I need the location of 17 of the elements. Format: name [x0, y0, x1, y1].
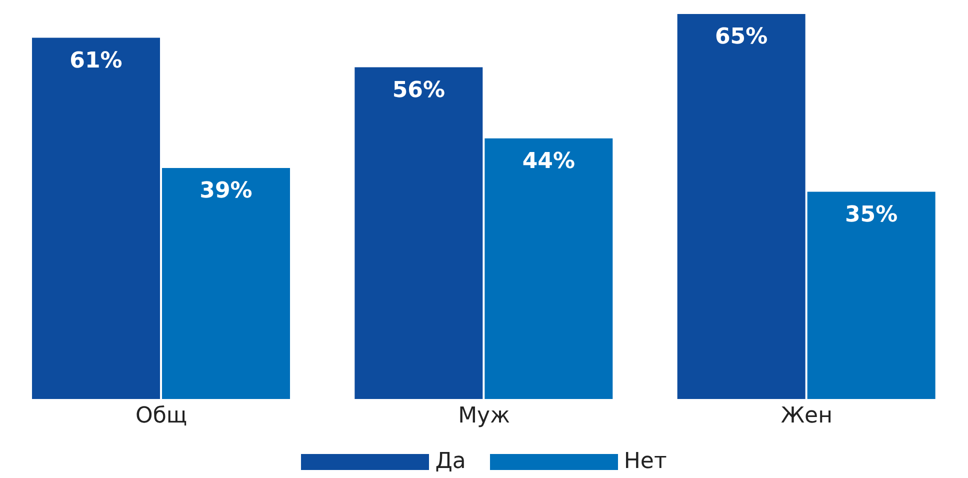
- text: Нет: [624, 449, 667, 474]
- bar: [354, 67, 483, 399]
- x-tick-label: Общ: [136, 404, 188, 429]
- text: Да: [435, 449, 466, 474]
- bar: [677, 14, 806, 399]
- bar: [32, 38, 160, 399]
- data-label: 65%: [714, 24, 768, 50]
- data-label: 56%: [392, 78, 446, 103]
- bar: [484, 138, 613, 399]
- data-label: 44%: [522, 149, 576, 174]
- bar: [807, 192, 936, 399]
- bar: [162, 168, 290, 399]
- data-label: 61%: [70, 48, 122, 74]
- data-label: 39%: [200, 178, 252, 204]
- x-tick-label: Муж: [458, 404, 510, 429]
- x-tick-label: Жен: [780, 404, 832, 429]
- data-label: 35%: [844, 202, 898, 228]
